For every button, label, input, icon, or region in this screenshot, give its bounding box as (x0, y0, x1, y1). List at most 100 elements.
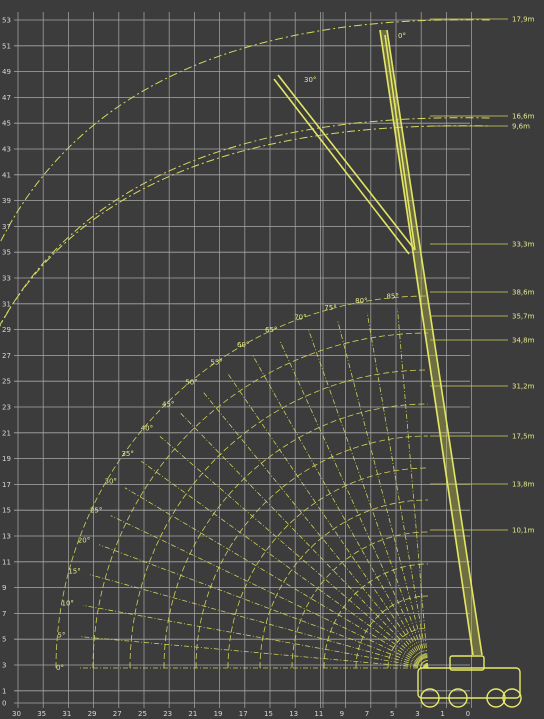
radius-arc (259, 499, 429, 669)
angle-label: 35° (121, 450, 133, 458)
jib-upper (384, 34, 416, 251)
envelope-curve (0, 117, 491, 328)
x-tick-label: 3 (415, 710, 419, 718)
x-tick-label: 35 (37, 710, 46, 718)
crane-wheel (502, 688, 522, 708)
y-tick-label: 21 (2, 429, 11, 437)
y-tick-label: 27 (2, 352, 11, 360)
y-tick-label: 53 (2, 17, 11, 25)
jib-angle-label: 30° (304, 76, 316, 84)
crane-wheel (486, 688, 506, 708)
y-tick-label: 43 (2, 146, 11, 154)
x-tick-label: 30 (12, 710, 21, 718)
main-boom-chord-left (379, 29, 474, 656)
boom-angle-line (180, 412, 429, 669)
x-tick-label: 15 (264, 710, 273, 718)
x-tick-label: 25 (138, 710, 147, 718)
y-tick-label: 47 (2, 94, 11, 102)
angle-label: 80° (355, 297, 367, 305)
envelope-curve (0, 19, 491, 244)
crane-carrier (417, 667, 521, 699)
radius-arc (55, 295, 429, 669)
angle-label: 65° (265, 326, 277, 334)
x-tick-label: 21 (188, 710, 197, 718)
boom-angle-line (110, 515, 429, 669)
x-tick-label: 5 (390, 710, 394, 718)
x-axis-ticks: 30 35 31 29 27 25 23 21 19 17 15 13 11 9 7 5 3 1 0 (12, 710, 470, 718)
boom-angle-line (141, 460, 429, 669)
angle-label: 5° (57, 632, 65, 640)
y-tick-label: 29 (2, 326, 11, 334)
radius-arc (195, 435, 429, 669)
height-label: 38,6m (512, 289, 535, 297)
radius-arc (355, 595, 429, 669)
x-tick-label: 29 (88, 710, 97, 718)
y-tick-label: 41 (2, 171, 11, 179)
height-label: 33,3m (512, 241, 535, 249)
x-tick-label: 0 (466, 710, 470, 718)
height-label: 13,8m (512, 481, 535, 489)
radius-arc (387, 627, 429, 669)
angle-label: 70° (294, 314, 306, 322)
boom-angle-line (337, 319, 429, 669)
angle-label: 15° (68, 567, 80, 575)
crane-wheel (448, 688, 468, 708)
boom-angle-line (307, 329, 429, 669)
angle-labels: 0° 5° 10° 15° 20° 25° 30° 35° 40° 45° 50° 55° 60° 65°… (56, 32, 406, 672)
height-labels: 17,9m 16,6m 9,6m 33,3m 38,6m 35,7m 34,8m 31,2m 1… (430, 16, 535, 535)
height-label: 31,2m (512, 383, 535, 391)
y-tick-label: 7 (2, 610, 6, 618)
x-tick-label: 19 (214, 710, 223, 718)
main-boom-body (379, 30, 482, 655)
height-label: 9,6m (512, 123, 530, 131)
radius-arc (227, 467, 429, 669)
boom-angle-line (79, 636, 429, 669)
jib-angle-label: 0° (398, 32, 406, 40)
y-tick-label: 0 (2, 700, 6, 708)
y-tick-label: 49 (2, 68, 11, 76)
boom-angle-line (366, 312, 429, 669)
angle-label: 10° (61, 599, 73, 607)
y-tick-label: 37 (2, 223, 11, 231)
y-tick-label: 3 (2, 662, 6, 670)
x-tick-label: 13 (289, 710, 298, 718)
x-tick-label: 9 (340, 710, 344, 718)
crane-cab (449, 655, 485, 671)
angle-label: 20° (78, 536, 90, 544)
angle-label: 60° (237, 341, 249, 349)
boom-angle-line (98, 544, 429, 669)
y-tick-label: 17 (2, 481, 11, 489)
x-tick-label: 11 (314, 710, 323, 718)
y-tick-label: 15 (2, 507, 11, 515)
angle-label: 50° (185, 378, 197, 386)
angle-label: 55° (210, 359, 222, 367)
boom-angle-line (159, 435, 429, 669)
angle-label: 45° (162, 400, 174, 408)
height-label: 17,5m (512, 433, 535, 441)
boom-angle-line (252, 355, 429, 669)
y-tick-label: 19 (2, 455, 11, 463)
y-tick-label: 5 (2, 636, 6, 644)
height-label: 17,9m (512, 16, 535, 24)
y-tick-label: 31 (2, 300, 11, 308)
angle-label: 85° (386, 293, 398, 301)
y-tick-label: 13 (2, 533, 11, 541)
height-label: 10,1m (512, 527, 535, 535)
boom-angle-line (124, 487, 429, 669)
y-tick-label: 25 (2, 378, 11, 386)
jib-chord (277, 74, 416, 251)
x-tick-label: 31 (62, 710, 71, 718)
height-label: 16,6m (512, 113, 535, 121)
y-tick-label: 23 (2, 404, 11, 412)
y-tick-label: 51 (2, 42, 11, 50)
radius-arc (92, 332, 429, 669)
boom-angle-line (279, 341, 429, 669)
y-tick-label: 1 (2, 687, 6, 695)
x-tick-label: 17 (239, 710, 248, 718)
envelope-curve (0, 125, 491, 326)
x-tick-label: 27 (113, 710, 122, 718)
y-tick-label: 39 (2, 197, 11, 205)
angle-label: 40° (141, 424, 153, 432)
y-tick-label: 33 (2, 275, 11, 283)
